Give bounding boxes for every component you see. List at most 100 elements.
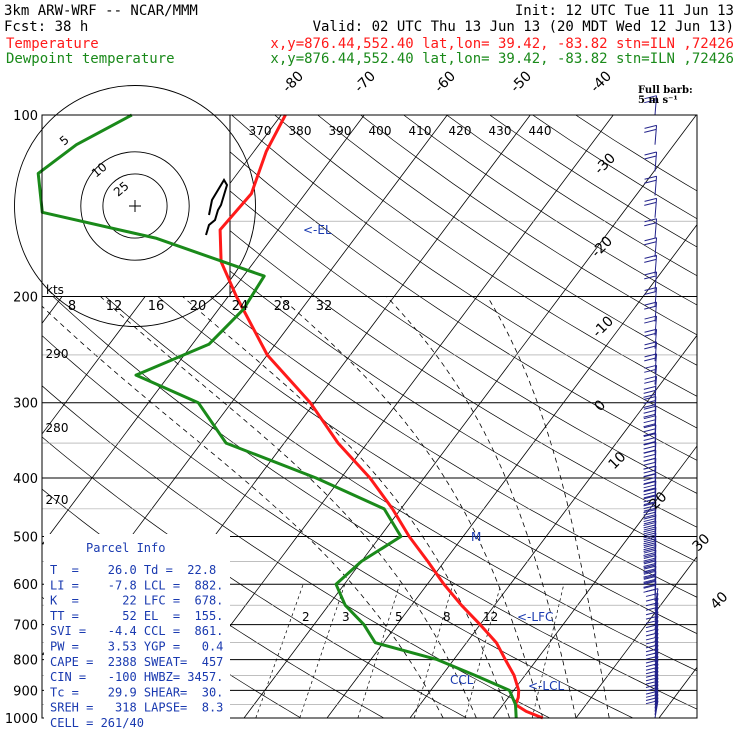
el-annotation: <-EL: [303, 223, 332, 237]
wind-barb-feather: [643, 396, 656, 400]
theta-label: 290: [46, 347, 69, 361]
hodograph-ring: [14, 85, 256, 327]
wind-barb-feather: [645, 592, 659, 597]
dry-adiabat: [42, 237, 697, 672]
isotherm-line: [492, 445, 697, 718]
isotherm-line: [658, 666, 697, 718]
wind-barb-feather: [643, 573, 656, 578]
wind-barb-feather: [645, 663, 659, 668]
parcel-info-row: K = 22 LFC = 678.: [50, 594, 223, 608]
mixing-ratio-line: [255, 584, 304, 718]
mixing-ratio-label: 5: [395, 610, 403, 624]
dry-adiabat: [274, 115, 697, 397]
wind-barb-feather: [644, 222, 657, 227]
wind-barb-feather: [643, 498, 656, 503]
wind-barb-feather: [643, 494, 656, 499]
wind-barb: [654, 607, 659, 625]
wind-barb-feather: [645, 615, 659, 620]
wind-barb-feather: [643, 546, 656, 551]
wind-barb-feather: [644, 345, 657, 350]
wind-barb-feather: [643, 547, 656, 552]
pressure-tick-label: 600: [13, 578, 38, 593]
isotherm-line: [326, 223, 697, 718]
wind-barb-feather: [643, 528, 656, 533]
wind-barb-feather: [643, 543, 656, 548]
wind-barb-feather: [645, 670, 659, 675]
wind-barb-feather: [643, 465, 656, 470]
wind-barb-feather: [643, 524, 656, 529]
wind-barb-feather: [645, 644, 659, 649]
wind-barb-feather: [644, 151, 657, 156]
wind-barb: [654, 652, 659, 670]
wind-barb: [654, 151, 658, 172]
theta-label: 420: [449, 124, 472, 138]
wind-barb-feather: [644, 95, 657, 100]
dewpoint-profile: [36, 113, 518, 719]
wind-barb-feather: [643, 385, 656, 390]
wind-barb-feather: [645, 640, 659, 645]
wind-barb-feather: [645, 683, 659, 688]
wind-barb-feather: [643, 501, 656, 506]
dry-adiabat: [59, 115, 697, 563]
wind-barb-feather: [644, 155, 657, 160]
wind-barb-feather: [644, 353, 657, 358]
parcel-info-row: TT = 52 EL = 155.: [50, 609, 223, 623]
wind-barb-feather: [643, 536, 656, 541]
theta-label: 380: [289, 124, 312, 138]
wind-barb-feather: [643, 518, 656, 523]
wind-barbs: [643, 95, 659, 719]
parcel-info-row: CAPE = 2388 SWEAT= 457: [50, 655, 223, 669]
wind-barb-feather: [643, 487, 656, 492]
wind-barb-feather: [643, 563, 656, 568]
wind-barb-feather: [643, 445, 656, 450]
dry-adiabat: [532, 115, 697, 220]
wind-barb-feather: [643, 432, 656, 437]
wind-barb-feather: [643, 505, 656, 510]
model-title: 3km ARW-WRF -- NCAR/MMM: [4, 3, 198, 19]
wind-barb-feather: [643, 515, 656, 520]
wind-barb-feather: [643, 579, 656, 584]
wind-barb-feather: [644, 301, 657, 306]
wind-barb-feather: [645, 652, 659, 656]
parcel-info-row: PW = 3.53 YGP = 0.4: [50, 640, 223, 654]
parcel-info-title: Parcel Info: [86, 541, 165, 555]
wind-barb-feather: [645, 632, 659, 637]
hodograph-speed-unit: kts: [46, 283, 64, 297]
wind-barb-feather: [644, 328, 657, 333]
wind-barb-feather: [643, 564, 656, 569]
wind-barb-feather: [643, 560, 656, 565]
forecast-hour: Fcst: 38 h: [4, 19, 88, 35]
wind-barb-feather: [644, 319, 657, 324]
wind-barb-feather: [645, 619, 659, 624]
wind-barb-feather: [643, 532, 656, 537]
wind-barb-feather: [643, 400, 656, 404]
isotherm-line: [160, 115, 614, 718]
dewpoint-legend: Dewpoint temperature: [6, 51, 175, 67]
wind-barb-feather: [645, 636, 659, 641]
mixing-ratio-line: [413, 584, 454, 718]
dry-adiabat: [489, 115, 697, 248]
wind-barb-feather: [644, 175, 657, 180]
wind-barb-feather: [645, 611, 659, 616]
wind-barb-feather: [645, 690, 659, 695]
pressure-tick-label: 300: [13, 397, 38, 412]
lcl-annotation: <-LCL: [528, 679, 564, 693]
wind-barb-feather: [643, 480, 656, 485]
temperature-info: x,y=876.44,552.40 lat,lon= 39.42, -83.82…: [270, 36, 734, 52]
mixing-ratio-line: [299, 584, 346, 718]
wind-barb-feather: [643, 526, 656, 531]
hodograph-ring: [80, 151, 190, 261]
wind-barb-feather: [644, 305, 657, 310]
wind-barb: [654, 644, 659, 663]
wind-barb: [654, 329, 658, 349]
parcel-info-row: Tc = 29.9 SHEAR= 30.: [50, 685, 223, 699]
wind-barb: [654, 656, 659, 674]
mixing-ratio-label: 12: [483, 610, 498, 624]
pressure-tick-label: 500: [13, 530, 38, 545]
moist-adiabat: [487, 296, 610, 718]
wind-barb-feather: [643, 409, 656, 414]
dry-adiabat: [102, 115, 697, 528]
wind-barb: [654, 237, 658, 258]
